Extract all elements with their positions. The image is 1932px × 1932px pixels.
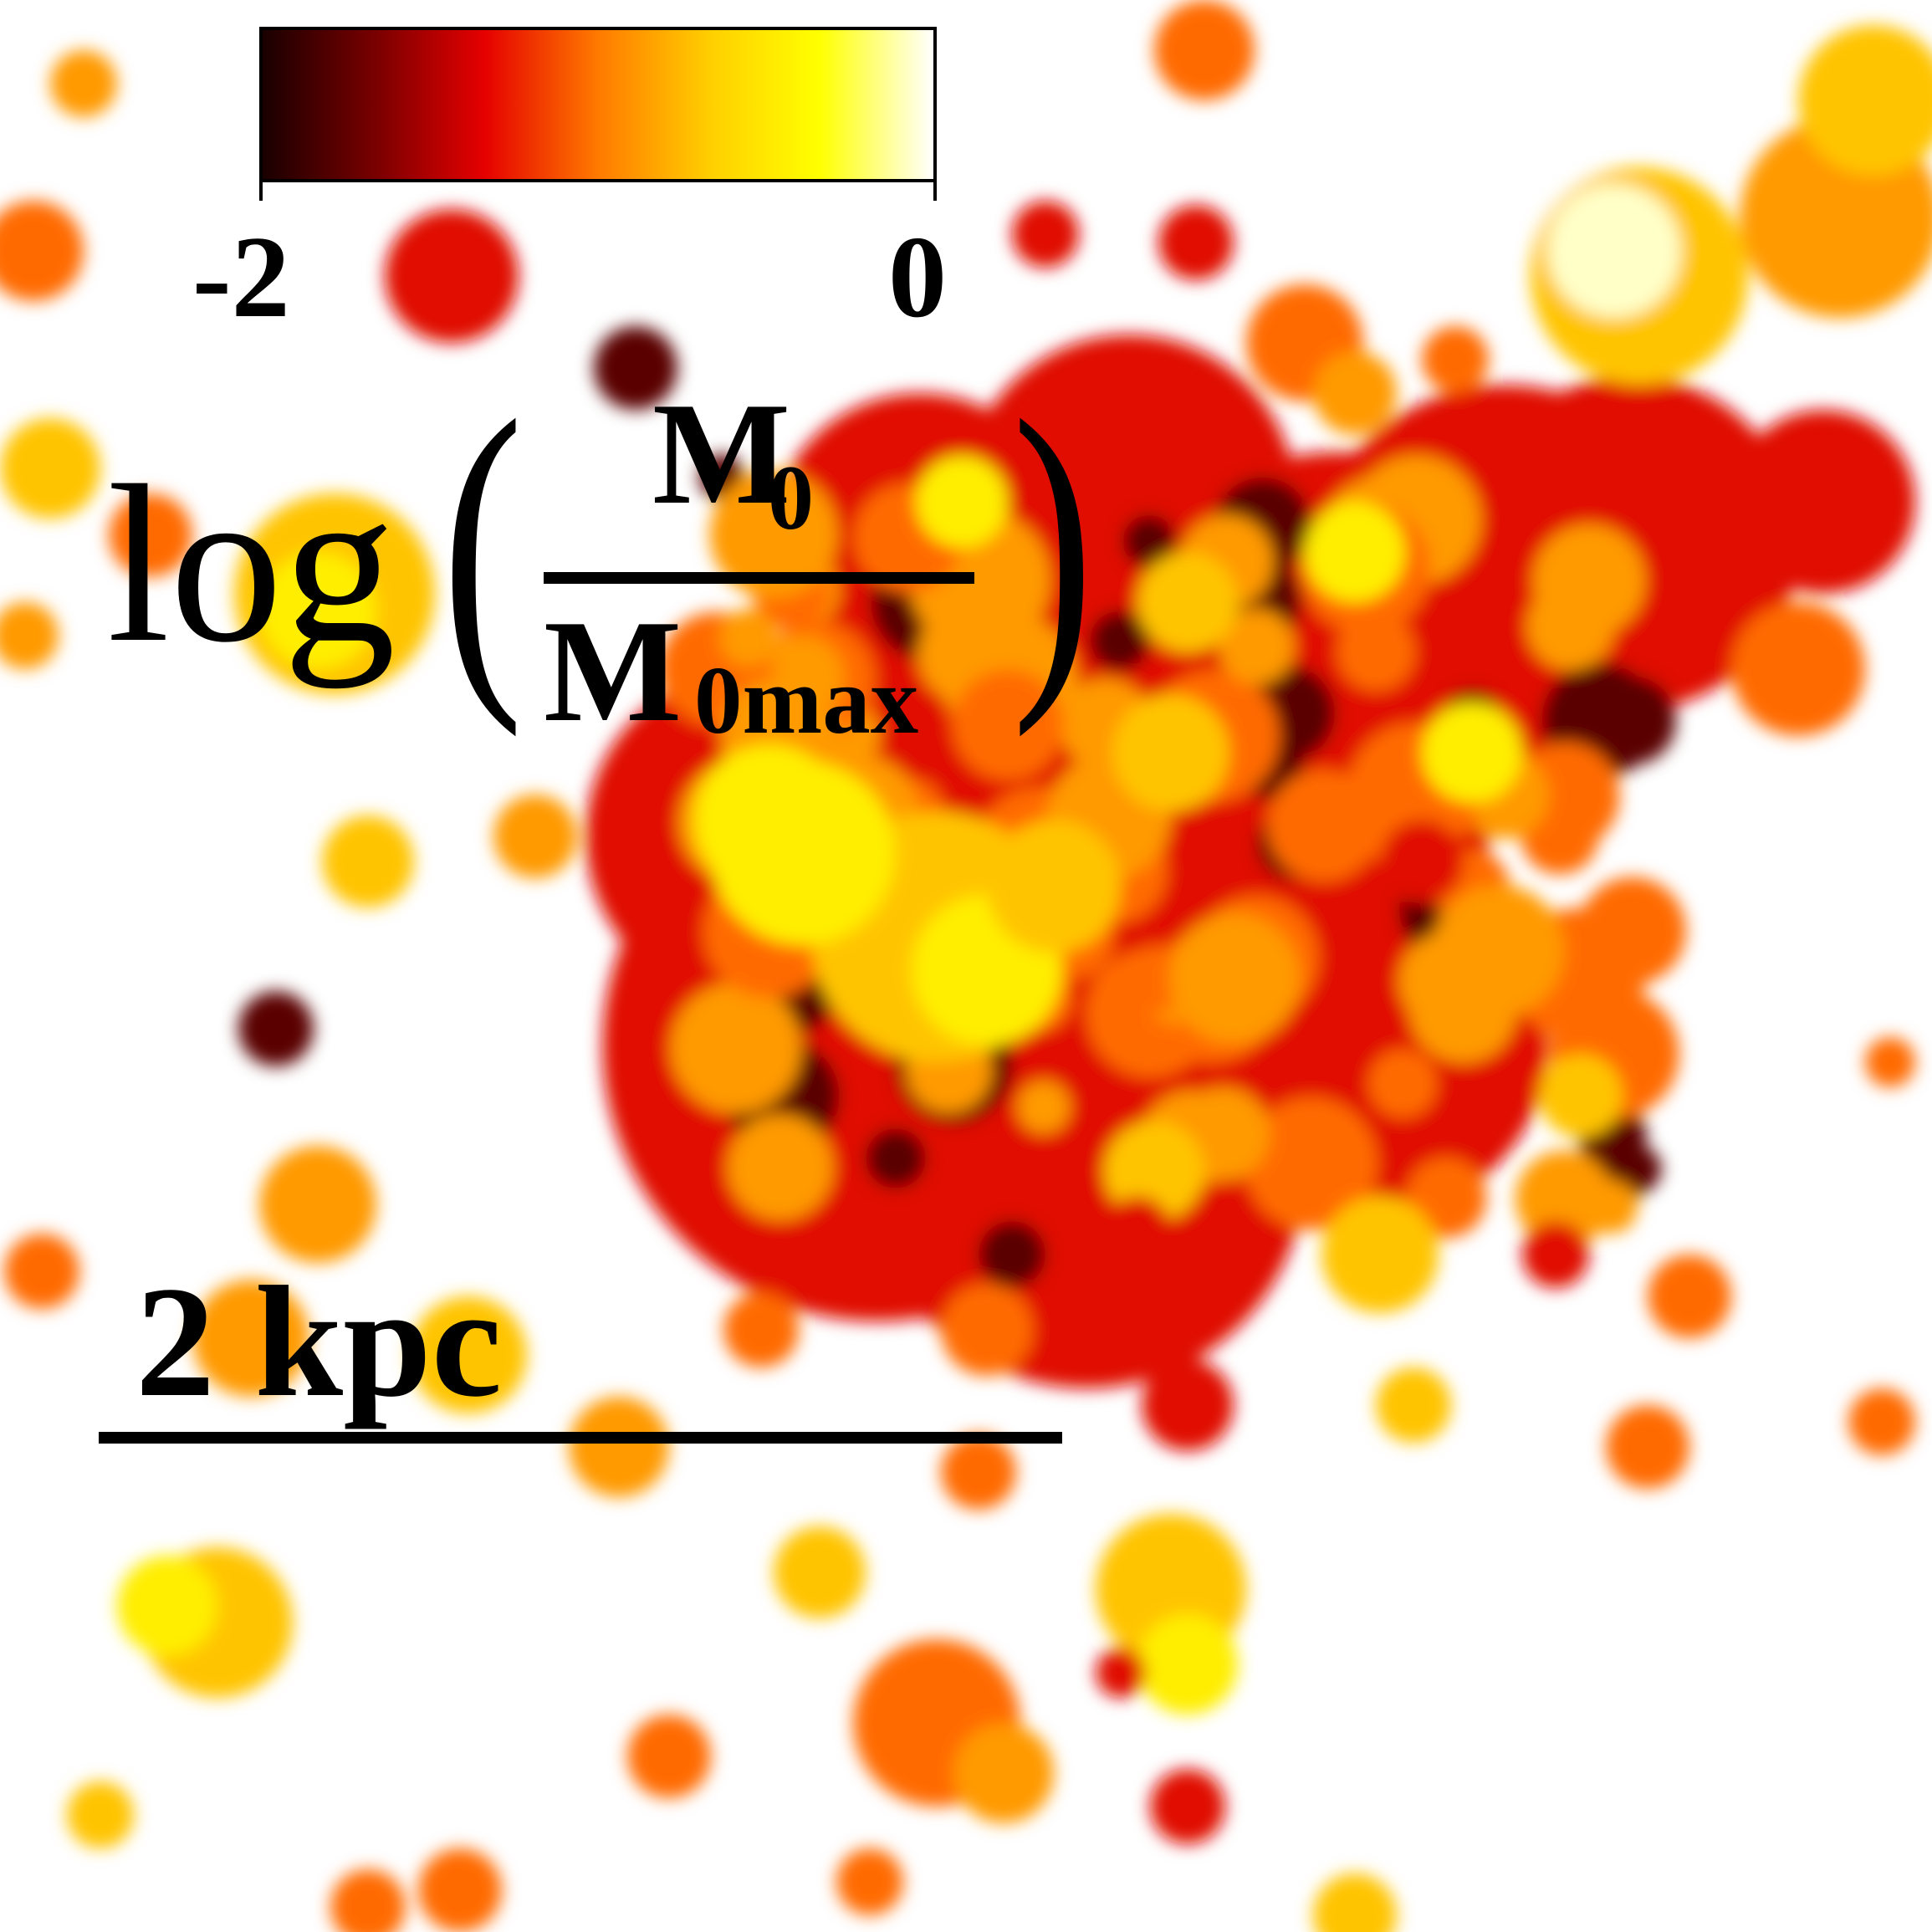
satellite-blob	[0, 201, 84, 301]
dark-patch	[1587, 676, 1677, 765]
bright-knot	[1104, 1121, 1204, 1221]
satellite-blob	[1096, 1648, 1146, 1698]
satellite-blob	[4, 1234, 79, 1309]
satellite-blob	[418, 1848, 502, 1932]
satellite-blob	[117, 1556, 217, 1656]
satellite-blob	[774, 1526, 866, 1618]
satellite-blob	[385, 209, 519, 343]
colorbar-tick-max	[933, 182, 937, 201]
colorbar-max-label: 0	[888, 212, 947, 342]
bright-knot	[709, 470, 838, 599]
satellite-blob	[1012, 201, 1079, 268]
satellite-blob	[330, 1869, 406, 1932]
bright-knot	[1578, 877, 1686, 985]
bright-knot	[1305, 502, 1405, 602]
satellite-blob	[192, 1280, 309, 1397]
bright-knot	[1406, 1158, 1487, 1239]
satellite-blob	[1539, 1054, 1623, 1137]
satellite-blob	[1104, 1196, 1171, 1263]
satellite-blob	[979, 1221, 1045, 1288]
bright-cluster	[1798, 25, 1932, 176]
satellite-blob	[1376, 1367, 1451, 1443]
satellite-blob	[836, 1848, 903, 1915]
satellite-blob	[1313, 351, 1397, 435]
bright-cluster	[1547, 184, 1681, 318]
bright-knot	[1422, 703, 1522, 803]
bright-knot	[1583, 1180, 1638, 1234]
scale-bar-label: 2 kpc	[135, 1255, 503, 1430]
bright-knot	[1218, 608, 1295, 685]
satellite-blob	[1154, 0, 1255, 100]
satellite-blob	[0, 418, 100, 519]
satellite-blob	[1313, 1873, 1397, 1932]
bright-knot	[952, 669, 1064, 780]
satellite-blob	[50, 50, 117, 117]
satellite-blob	[1142, 1359, 1234, 1451]
bright-knot	[987, 820, 1121, 953]
bright-knot	[1016, 1080, 1071, 1134]
satellite-blob	[1648, 1255, 1731, 1338]
colorbar-tick-min	[259, 182, 263, 201]
satellite-blob	[941, 1284, 1033, 1376]
satellite-blob	[1848, 1388, 1915, 1455]
satellite-blob	[941, 1434, 1016, 1510]
satellite-blob	[1606, 1405, 1689, 1489]
bright-knot	[1112, 694, 1229, 811]
bright-knot	[670, 983, 801, 1114]
bright-knot	[1532, 524, 1646, 637]
satellite-blob	[594, 326, 677, 410]
fraction-line	[544, 572, 974, 584]
numerator-subscript: 0	[768, 447, 814, 549]
dark-patch	[866, 1128, 926, 1188]
bright-knot	[694, 744, 845, 895]
satellite-blob	[410, 1296, 527, 1413]
satellite-blob	[1150, 1769, 1225, 1844]
colorbar	[259, 27, 937, 182]
bright-knot	[727, 1114, 834, 1221]
colorbar-min-label: -2	[192, 212, 290, 342]
bright-knot	[1368, 1049, 1437, 1118]
satellite-blob	[322, 815, 414, 907]
satellite-blob	[627, 1715, 711, 1798]
scale-bar	[99, 1432, 1062, 1444]
satellite-blob	[723, 1292, 799, 1367]
satellite-blob	[953, 1723, 1054, 1823]
bright-cluster	[1731, 410, 1915, 594]
dark-patch	[1122, 514, 1176, 568]
satellite-blob	[1422, 326, 1489, 393]
satellite-blob	[1522, 1221, 1589, 1288]
denominator-subscript: 0max	[694, 647, 919, 754]
bright-cluster	[259, 552, 376, 669]
bright-knot	[916, 456, 1008, 548]
satellite-blob	[803, 1238, 870, 1305]
bright-knot	[1245, 1096, 1378, 1230]
log-label: log	[107, 439, 396, 689]
satellite-blob	[0, 602, 59, 669]
bright-knot	[1168, 912, 1301, 1045]
numerator-symbol: M	[652, 372, 791, 534]
satellite-blob	[67, 1781, 134, 1848]
bright-knot	[1321, 1196, 1439, 1313]
bright-knot	[1515, 1150, 1613, 1248]
bright-knot	[1409, 955, 1517, 1063]
satellite-blob	[1865, 1037, 1915, 1087]
satellite-blob	[238, 991, 314, 1066]
satellite-blob	[1137, 1614, 1238, 1715]
dark-patch	[1090, 611, 1150, 671]
right-parenthesis: )	[1012, 349, 1094, 738]
bright-knot	[1137, 552, 1238, 652]
satellite-blob	[109, 493, 192, 577]
bright-knot	[719, 609, 778, 667]
bright-cluster	[1731, 602, 1865, 736]
satellite-blob	[1158, 205, 1234, 280]
denominator-symbol: M	[544, 590, 682, 752]
satellite-blob	[259, 1146, 376, 1263]
left-parenthesis: (	[442, 349, 524, 738]
satellite-blob	[493, 795, 577, 878]
satellite-blob	[569, 1397, 669, 1497]
satellite-blob	[1380, 820, 1464, 903]
